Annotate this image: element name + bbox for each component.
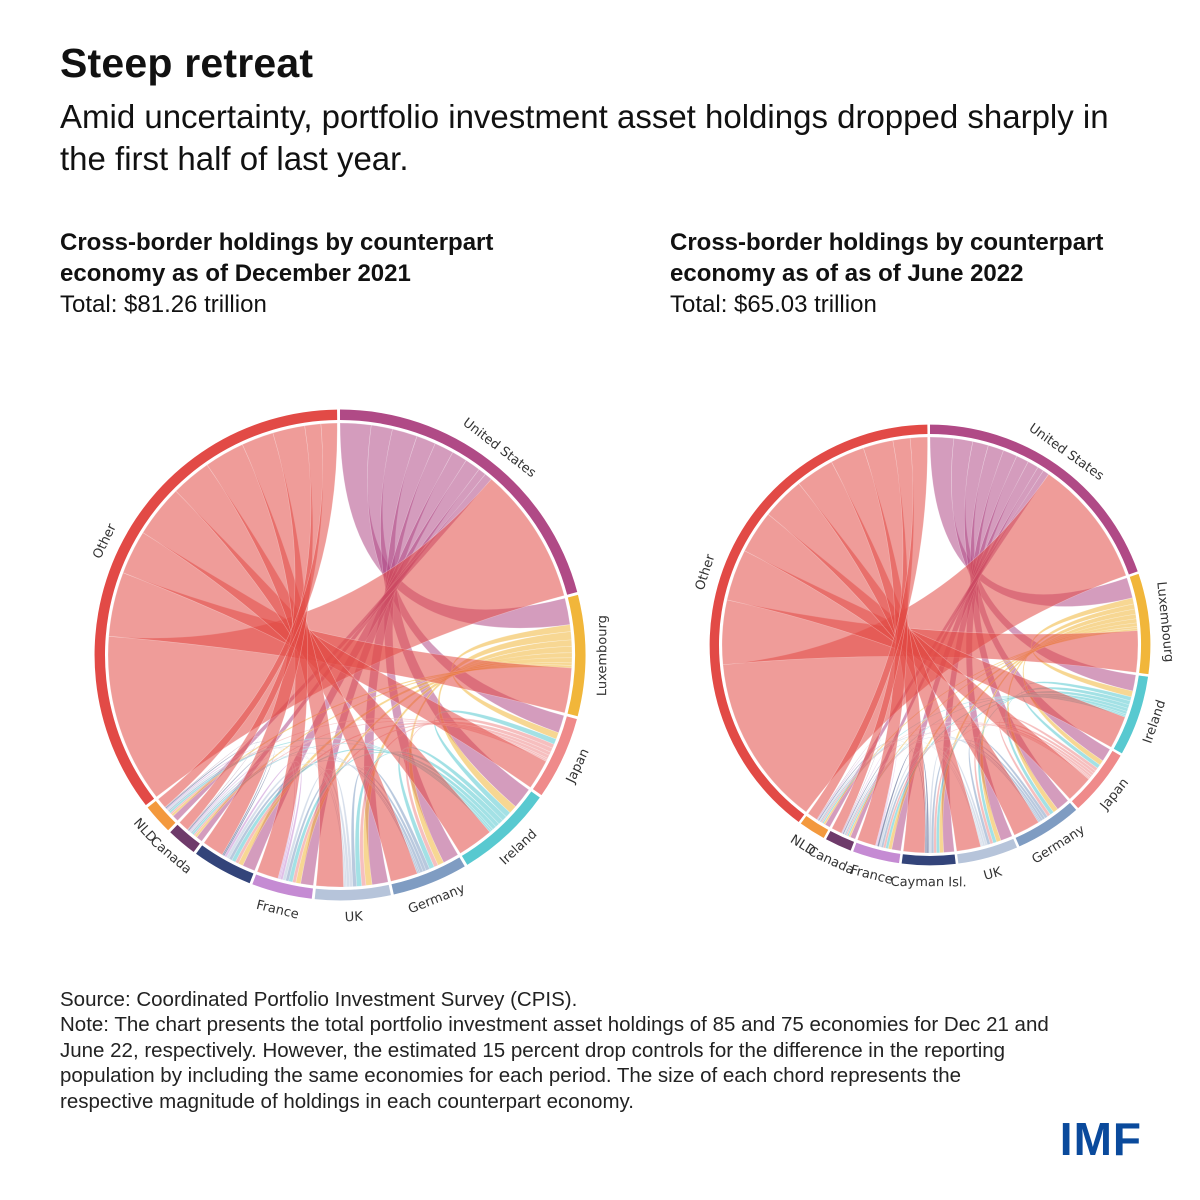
jun22-arcs	[709, 424, 1151, 866]
jun22-chord-canada-nld	[816, 735, 881, 834]
page-title: Steep retreat	[60, 40, 314, 86]
dec21-chord-nld-other	[157, 422, 338, 808]
dec21-chord-uk-other	[206, 444, 344, 888]
right-chart-title: Cross-border holdings by counterpart eco…	[670, 229, 1104, 287]
jun22-chord-uk-canada	[843, 742, 984, 847]
jun22-chord-uk-other	[798, 461, 982, 852]
jun22-chord-germany-france	[880, 738, 1044, 849]
jun22-label-ireland: Ireland	[1141, 698, 1170, 745]
dec21-arc-japan	[532, 716, 577, 796]
jun22-arc-france	[853, 842, 901, 864]
dec21-arc-united-states	[340, 409, 578, 595]
dec21-chord-uk-canada	[189, 755, 347, 888]
page-subtitle: Amid uncertainty, portfolio investment a…	[60, 98, 1109, 177]
dec21-arc-germany	[391, 857, 465, 895]
dec21-arc-france	[252, 874, 313, 899]
footer: Source: Coordinated Portfolio Investment…	[60, 987, 1060, 1114]
jun22-chord-france-other	[857, 439, 909, 847]
dec21-label-uk: UK	[344, 909, 363, 925]
jun22-arc-cayman-isl	[901, 854, 956, 866]
jun22-chord-luxembourg-germany	[1006, 608, 1137, 813]
dec21-ribbons	[107, 422, 573, 888]
jun22-ribbons	[721, 436, 1139, 854]
dec21-chord-canada-other	[179, 423, 324, 831]
left-chart-header: Cross-border holdings by counterpart eco…	[60, 228, 580, 319]
jun22-label-other: Other	[693, 552, 719, 592]
dec21-chord-france-other	[241, 432, 308, 879]
dec21-chord-unlabeled-canada	[187, 748, 275, 857]
imf-logo: IMF	[1059, 1113, 1142, 1165]
dec21-label-other: Other	[90, 521, 120, 561]
dec21-label-japan: Japan	[563, 746, 592, 786]
jun22-arc-uk	[957, 838, 1017, 864]
dec21-arc-ireland	[461, 791, 540, 865]
jun22-chord-nld-other	[807, 436, 928, 820]
source-note: Source: Coordinated Portfolio Investment…	[60, 988, 578, 1011]
jun22-arc-ireland	[1113, 675, 1149, 754]
dec21-arc-segment-7	[196, 845, 254, 884]
dec21-chord-germany-other	[175, 464, 418, 882]
jun22-arc-germany	[1015, 802, 1077, 847]
jun22-label-luxembourg: Luxembourg	[1153, 581, 1176, 663]
jun22-chord-germany-other	[767, 483, 1039, 836]
jun22-label-cayman-isl: Cayman Isl.	[890, 875, 966, 890]
dec21-arc-nld	[147, 800, 176, 831]
dec21-label-france: France	[255, 898, 301, 923]
jun22-arc-luxembourg	[1129, 573, 1151, 675]
left-chart-title: Cross-border holdings by counterpart eco…	[60, 229, 494, 287]
dec21-arc-other	[94, 409, 338, 806]
jun22-arc-united-states	[930, 424, 1138, 575]
right-chart-total: Total: $65.03 trillion	[670, 291, 877, 319]
dec21-arc-uk	[314, 884, 391, 901]
jun22-label-uk: UK	[982, 864, 1004, 883]
jun22-arc-nld	[800, 815, 829, 839]
chord-diagram-jun-2022: United StatesLuxembourgIrelandJapanGerma…	[693, 421, 1176, 891]
right-chart-header: Cross-border holdings by counterpart eco…	[670, 228, 1190, 319]
jun22-arc-japan	[1071, 750, 1121, 809]
chart-note: Note: The chart presents the total portf…	[60, 1013, 1055, 1113]
dec21-chord-japan-uk	[359, 721, 553, 887]
dec21-arc-luxembourg	[567, 594, 586, 717]
dec21-arcs	[94, 409, 586, 901]
dec21-label-luxembourg: Luxembourg	[595, 615, 610, 696]
jun22-arc-canada	[826, 831, 855, 851]
jun22-chord-luxembourg-other	[721, 599, 1139, 673]
dec21-chord-ireland-other	[142, 490, 491, 854]
dec21-arc-canada	[170, 824, 200, 853]
dec21-chord-canada-nld	[164, 736, 259, 831]
left-chart-total: Total: $81.26 trillion	[60, 291, 267, 319]
chord-diagram-dec-2021: United StatesLuxembourgJapanIrelandGerma…	[90, 409, 610, 925]
